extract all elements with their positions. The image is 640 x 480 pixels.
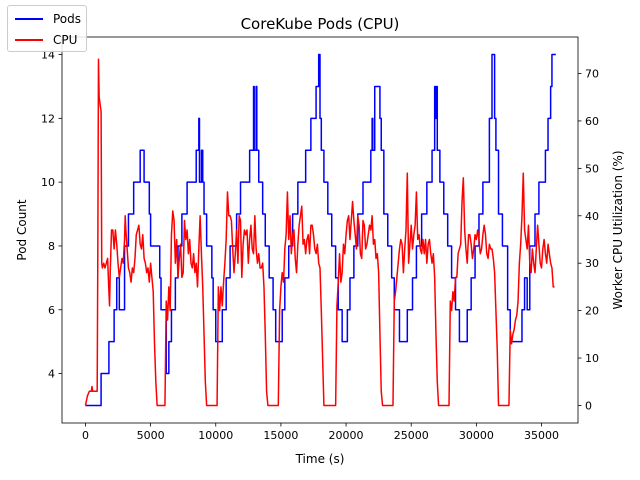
axes: 0 5000 10000 15000 20000 25000 30000 35000 4 6 8 10…	[41, 36, 599, 442]
x-axis-label: Time (s)	[295, 452, 345, 466]
y-left-tick-label: 6	[48, 304, 55, 317]
x-tick-label: 25000	[394, 429, 429, 442]
plot-frame	[61, 36, 579, 424]
x-tick-label: 15000	[263, 429, 298, 442]
y-right-tick-label: 70	[585, 68, 599, 81]
legend-label-pods: Pods	[53, 12, 82, 26]
y-right-tick-label: 10	[585, 352, 599, 365]
y-right-tick-label: 20	[585, 305, 599, 318]
x-tick-label: 10000	[198, 429, 233, 442]
y-right-tick-label: 60	[585, 115, 599, 128]
legend-swatch-cpu	[15, 39, 43, 41]
y-left-tick-label: 4	[48, 368, 55, 381]
y-right-tick-label: 30	[585, 257, 599, 270]
chart-title: CoreKube Pods (CPU)	[241, 15, 400, 33]
x-tick-label: 0	[82, 429, 89, 442]
y-axis-right-label: Worker CPU Utilization (%)	[611, 150, 625, 309]
x-tick-label: 35000	[524, 429, 559, 442]
y-left-tick-label: 12	[41, 112, 55, 125]
x-tick-label: 5000	[137, 429, 165, 442]
legend-label-cpu: CPU	[53, 33, 78, 47]
x-tick-label: 30000	[459, 429, 494, 442]
legend-item-pods: Pods	[15, 9, 81, 29]
y-left-tick-label: 10	[41, 176, 55, 189]
y-left-tick-label: 8	[48, 240, 55, 253]
legend-item-cpu: CPU	[15, 30, 77, 50]
x-tick-label: 20000	[329, 429, 364, 442]
plot-area	[84, 53, 556, 407]
y-axis-left-label: Pod Count	[15, 199, 29, 261]
y-right-tick-label: 40	[585, 210, 599, 223]
legend: Pods CPU	[7, 5, 87, 52]
legend-swatch-pods	[15, 18, 43, 20]
y-right-tick-label: 0	[585, 399, 592, 412]
y-right-tick-label: 50	[585, 162, 599, 175]
series-line-cpu	[84, 58, 555, 407]
